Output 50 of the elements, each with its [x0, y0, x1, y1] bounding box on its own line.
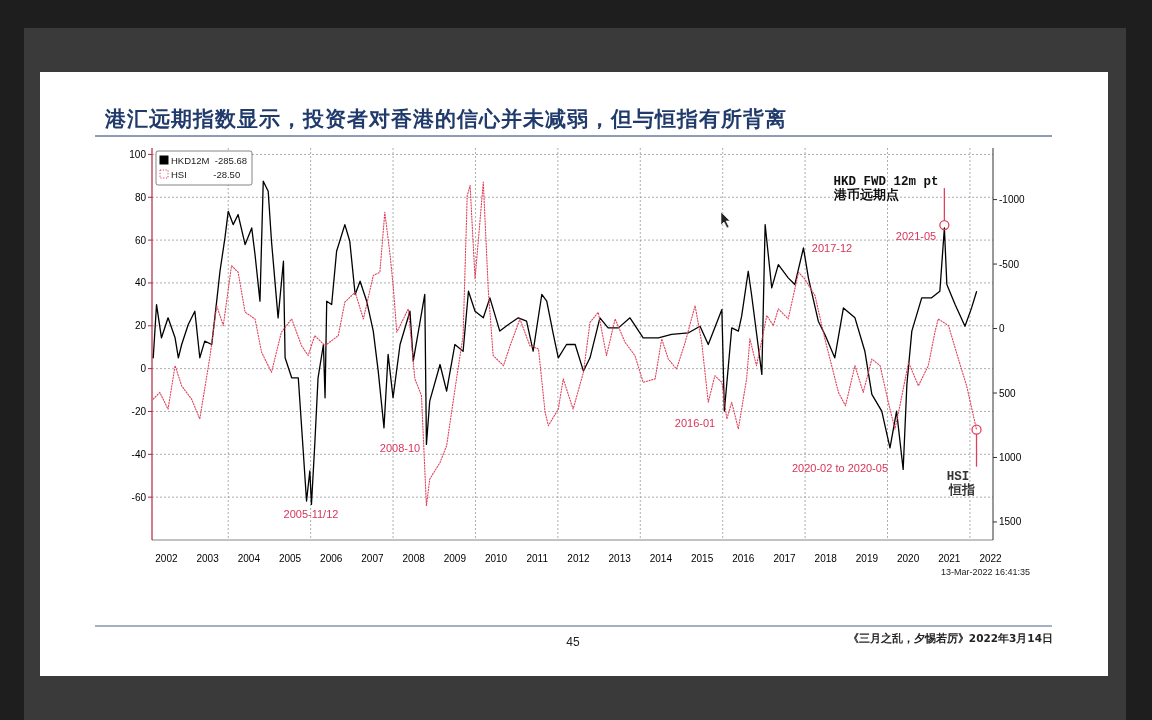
x-tick-label: 2019 [855, 553, 879, 564]
annotation: 2020-02 to 2020-05 [791, 461, 889, 474]
annotation: 2005-11/12 [283, 507, 339, 520]
annotation: 2017-12 [811, 241, 853, 254]
y-tick-label: 60 [134, 234, 147, 246]
annotation: 2016-01 [674, 416, 716, 429]
text: 《三月之乱，夕惕若厉》2022年3月14日 [847, 632, 1053, 644]
y-tick-label: -20 [131, 405, 147, 417]
y-tick-label: 20 [134, 320, 147, 332]
annotation: 2021-05 [895, 229, 937, 242]
chart-title: 港汇远期指数显示，投资者对香港的信心并未减弱，但与恒指有所背离 [104, 107, 787, 131]
y-tick-label: 0 [140, 363, 147, 375]
y2-tick-label: 500 [999, 387, 1017, 399]
x-tick-label: 2003 [196, 553, 220, 564]
y2-tick-label: -500 [999, 258, 1020, 270]
x-tick-label: 2011 [526, 553, 549, 564]
y2-tick-label: 1500 [999, 516, 1022, 528]
text: 13-Mar-2022 16:41:35 [940, 567, 1030, 577]
x-tick-label: 2020 [896, 553, 920, 564]
x-tick-label: 2010 [484, 553, 508, 564]
annotation: 恒指 [948, 483, 975, 499]
y-tick-label: 40 [134, 277, 147, 289]
y2-tick-label: 0 [999, 323, 1005, 335]
y-tick-label: 80 [134, 191, 147, 203]
y-tick-label: -60 [131, 491, 147, 503]
x-tick-label: 2021 [938, 553, 961, 564]
text: 45 [566, 635, 580, 649]
x-tick-label: 2015 [690, 553, 714, 564]
x-tick-label: 2013 [608, 553, 632, 564]
x-tick-label: 2018 [814, 553, 838, 564]
x-tick-label: 2017 [773, 553, 797, 564]
legend-label: HKD12M -285.68 [171, 155, 248, 166]
x-tick-label: 2006 [320, 553, 343, 564]
y-tick-label: -40 [131, 448, 147, 460]
x-tick-label: 2009 [443, 553, 467, 564]
x-tick-label: 2002 [155, 553, 178, 564]
x-tick-label: 2008 [402, 553, 426, 564]
annotation: 港币远期点 [832, 187, 899, 204]
x-tick-label: 2004 [237, 553, 261, 564]
y2-tick-label: 1000 [999, 451, 1022, 463]
x-tick-label: 2014 [649, 553, 673, 564]
x-tick-label: 2007 [361, 553, 385, 564]
x-tick-label: 2016 [732, 553, 755, 564]
annotation: 2008-10 [379, 441, 421, 454]
legend-label: HSI -28.50 [171, 169, 241, 180]
y-tick-label: 100 [129, 148, 147, 160]
y2-tick-label: -1000 [999, 194, 1026, 206]
x-tick-label: 2012 [567, 553, 591, 564]
x-tick-label: 2005 [278, 553, 302, 564]
x-tick-label: 2022 [979, 553, 1003, 564]
